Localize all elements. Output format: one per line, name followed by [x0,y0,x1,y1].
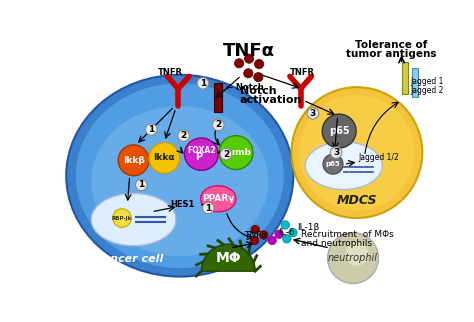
Circle shape [251,225,259,234]
Circle shape [283,235,291,243]
Text: Notch: Notch [240,86,276,96]
Circle shape [146,124,157,135]
Text: Jagged 2: Jagged 2 [410,86,443,95]
Circle shape [118,145,149,176]
Ellipse shape [91,194,176,246]
Circle shape [178,130,190,141]
Text: Ikkα: Ikkα [154,154,175,163]
Circle shape [346,243,368,266]
Text: MDCS: MDCS [337,194,377,207]
Text: and neutrophils: and neutrophils [301,239,372,248]
Circle shape [322,114,356,148]
Text: TNFα: TNFα [223,43,275,61]
Circle shape [275,230,283,239]
Text: 3: 3 [310,109,316,118]
Circle shape [323,154,343,174]
Ellipse shape [305,142,383,190]
Ellipse shape [201,186,236,212]
Text: Recruitment  of MΦs: Recruitment of MΦs [301,230,393,239]
Circle shape [259,231,268,239]
Text: 1: 1 [148,125,155,134]
Text: Tolerance of: Tolerance of [356,40,428,50]
Text: Jagged 1: Jagged 1 [410,77,443,86]
Text: IL-1β: IL-1β [297,223,319,232]
Text: HES1: HES1 [170,201,194,209]
Circle shape [281,221,290,229]
Text: TNFα: TNFα [244,231,267,240]
Text: P: P [195,152,202,162]
Ellipse shape [91,106,268,256]
Text: 2: 2 [181,131,187,140]
Text: 2: 2 [223,150,229,159]
Text: ← Notch: ← Notch [226,83,264,92]
Text: p65: p65 [329,126,349,136]
Circle shape [220,148,232,160]
Text: Jagged 1/2: Jagged 1/2 [358,153,399,162]
Ellipse shape [184,138,219,170]
Text: Ikkβ: Ikkβ [123,156,145,165]
Circle shape [255,60,264,69]
Circle shape [307,108,319,119]
Text: 1: 1 [138,180,145,189]
Circle shape [250,236,259,245]
Text: MΦ: MΦ [216,251,241,265]
Text: TNFR: TNFR [157,68,182,77]
Circle shape [197,78,209,89]
Text: FOXA2: FOXA2 [187,146,216,155]
FancyBboxPatch shape [214,82,222,112]
FancyBboxPatch shape [411,68,418,97]
Circle shape [219,136,253,170]
Text: 2: 2 [215,120,221,129]
Circle shape [330,147,342,158]
Text: TNFR: TNFR [290,68,315,77]
Circle shape [328,233,378,283]
Text: neutrophil: neutrophil [328,253,378,263]
Text: 1: 1 [200,79,206,88]
Circle shape [136,179,147,191]
Wedge shape [201,244,255,271]
FancyBboxPatch shape [402,62,409,94]
Text: cancer cell: cancer cell [96,254,164,264]
Circle shape [202,202,214,214]
Text: RBP-Jk: RBP-Jk [112,215,132,221]
Ellipse shape [66,75,293,277]
Circle shape [254,72,263,82]
Text: 3: 3 [333,148,339,157]
Text: Numb: Numb [221,148,251,157]
Circle shape [289,228,297,237]
Circle shape [268,236,276,245]
Text: IL-6: IL-6 [278,228,295,237]
Ellipse shape [76,83,284,268]
Circle shape [149,143,180,173]
Circle shape [292,87,422,218]
Text: tumor antigens: tumor antigens [346,49,437,60]
Circle shape [244,69,253,78]
Circle shape [299,95,415,210]
Circle shape [212,119,224,131]
Text: activation: activation [240,95,302,105]
Circle shape [245,54,254,63]
Circle shape [113,209,131,227]
Circle shape [235,59,244,68]
Text: p65: p65 [326,161,340,167]
Text: 1: 1 [205,204,211,213]
Text: PPARγ: PPARγ [202,194,235,203]
